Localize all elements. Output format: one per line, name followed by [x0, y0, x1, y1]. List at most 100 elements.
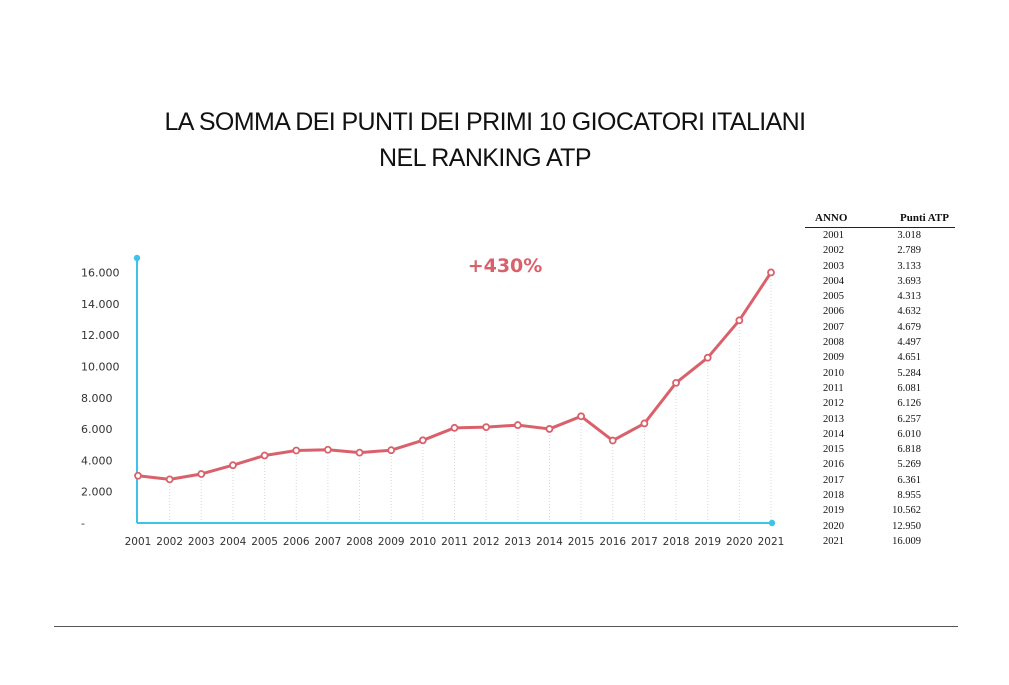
x-tick-label: 2011 — [441, 536, 468, 548]
data-point — [513, 421, 522, 429]
table-row: 2003 3.133 — [805, 259, 955, 274]
table-row: 2006 4.632 — [805, 304, 955, 319]
data-point — [482, 423, 491, 432]
points-table: ANNO Punti ATP 2001 3.018 2002 2.789 2003 3.1… — [805, 212, 955, 549]
y-tick-label: 12.000 — [81, 329, 120, 342]
data-point — [545, 425, 554, 433]
table-cell-year: 2007 — [823, 321, 844, 333]
table-row: 2007 4.679 — [805, 320, 955, 335]
y-axis-end-dot — [133, 254, 141, 262]
table-cell-year: 2008 — [823, 337, 844, 349]
table-cell-points: 6.010 — [897, 428, 921, 440]
x-axis-end-dot — [768, 519, 776, 527]
table-cell-points: 4.651 — [897, 352, 921, 364]
table-cell-points: 6.126 — [897, 398, 921, 410]
x-tick-label: 2004 — [220, 536, 247, 548]
x-tick-label: 2017 — [631, 536, 658, 548]
table-cell-points: 10.562 — [892, 505, 921, 517]
x-tick-label: 2008 — [346, 536, 373, 548]
x-tick-label: 2013 — [504, 536, 531, 548]
table-row: 2013 6.257 — [805, 412, 955, 427]
table-row: 2017 6.361 — [805, 473, 955, 488]
x-tick-label: 2020 — [726, 536, 753, 548]
table-cell-points: 12.950 — [892, 520, 921, 532]
table-cell-points: 2.789 — [897, 245, 921, 257]
table-cell-points: 4.632 — [897, 306, 921, 318]
data-point — [640, 419, 649, 428]
table-cell-points: 4.497 — [897, 337, 921, 349]
table-row: 2009 4.651 — [805, 350, 955, 365]
data-point — [703, 353, 712, 362]
x-tick-label: 2001 — [125, 536, 152, 548]
table-cell-points: 5.284 — [897, 367, 921, 379]
y-tick-label: 4.000 — [81, 454, 113, 467]
line-chart: - 2.000 4.000 6.000 8.000 10.000 12.000 14.000 1… — [81, 254, 785, 548]
table-row: 2020 12.950 — [805, 519, 955, 534]
x-tick-label: 2019 — [694, 536, 721, 548]
x-tick-label: 2012 — [473, 536, 500, 548]
y-tick-label: 6.000 — [81, 423, 113, 436]
table-cell-year: 2004 — [823, 275, 844, 287]
table-cell-points: 4.313 — [897, 291, 921, 303]
table-row: 2021 16.009 — [805, 534, 955, 549]
data-point — [387, 446, 396, 455]
table-cell-year: 2017 — [823, 474, 844, 486]
data-point — [323, 445, 332, 454]
table-row: 2008 4.497 — [805, 335, 955, 350]
table-cell-year: 2020 — [823, 520, 844, 532]
table-row: 2019 10.562 — [805, 503, 955, 518]
x-tick-label: 2003 — [188, 536, 215, 548]
table-cell-year: 2014 — [823, 428, 844, 440]
data-point — [292, 446, 301, 455]
y-tick-label: 14.000 — [81, 298, 120, 311]
table-cell-points: 6.257 — [897, 413, 921, 425]
data-point — [165, 475, 174, 484]
table-cell-year: 2006 — [823, 306, 844, 318]
table-cell-year: 2011 — [823, 382, 844, 394]
table-cell-year: 2021 — [823, 535, 844, 547]
data-point — [735, 316, 744, 325]
table-cell-points: 5.269 — [897, 459, 921, 471]
slide-title: LA SOMMA DEI PUNTI DEI PRIMI 10 GIOCATOR… — [80, 104, 890, 176]
table-cell-year: 2005 — [823, 291, 844, 303]
table-row: 2018 8.955 — [805, 488, 955, 503]
y-tick-label: 10.000 — [81, 361, 120, 374]
table-row: 2004 3.693 — [805, 274, 955, 289]
y-tick-label: - — [81, 517, 85, 530]
table-row: 2014 6.010 — [805, 427, 955, 442]
x-tick-label: 2006 — [283, 536, 310, 548]
data-point — [260, 451, 269, 460]
table-cell-year: 2012 — [823, 398, 844, 410]
x-tick-label: 2005 — [251, 536, 278, 548]
table-cell-points: 6.361 — [897, 474, 921, 486]
table-row: 2015 6.818 — [805, 442, 955, 457]
x-tick-label: 2010 — [409, 536, 436, 548]
x-tick-label: 2002 — [156, 536, 183, 548]
title-line-2: NEL RANKING ATP — [379, 144, 591, 172]
x-tick-label: 2021 — [758, 536, 785, 548]
title-line-1: LA SOMMA DEI PUNTI DEI PRIMI 10 GIOCATOR… — [164, 108, 807, 136]
x-tick-label: 2018 — [663, 536, 690, 548]
table-cell-year: 2002 — [823, 245, 844, 257]
data-point — [450, 423, 459, 432]
table-row: 2005 4.313 — [805, 289, 955, 304]
data-point — [608, 436, 617, 445]
x-tick-label: 2014 — [536, 536, 563, 548]
data-point — [229, 461, 237, 470]
table-cell-points: 6.818 — [897, 444, 921, 456]
table-cell-year: 2016 — [823, 459, 844, 471]
table-header-year: ANNO — [805, 212, 866, 228]
table-row: 2002 2.789 — [805, 243, 955, 258]
data-point — [577, 412, 585, 421]
data-point — [355, 448, 364, 457]
x-tick-label: 2007 — [315, 536, 342, 548]
table-cell-points: 4.679 — [897, 321, 921, 333]
growth-annotation: +430% — [468, 255, 543, 277]
table-row: 2012 6.126 — [805, 396, 955, 411]
table-row: 2010 5.284 — [805, 366, 955, 381]
data-point — [672, 378, 680, 387]
table-cell-points: 3.693 — [897, 275, 921, 287]
table-cell-points: 3.133 — [897, 260, 921, 272]
table-row: 2016 5.269 — [805, 457, 955, 472]
table-cell-points: 16.009 — [892, 535, 921, 547]
